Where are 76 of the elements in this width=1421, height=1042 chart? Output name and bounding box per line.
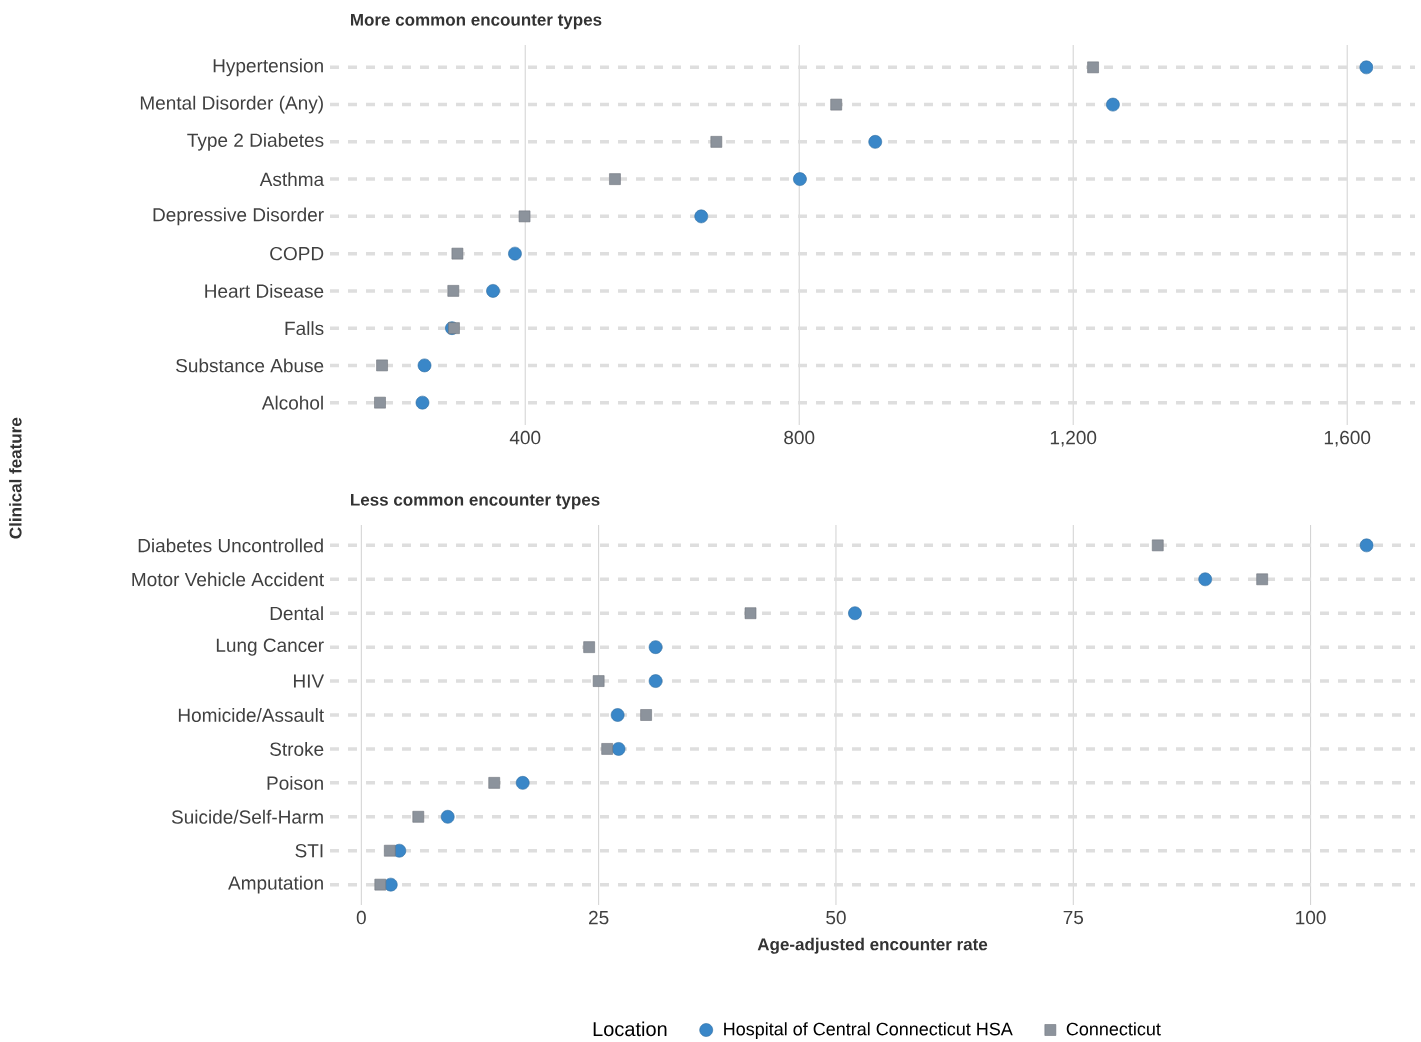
y-tick-label: Amputation bbox=[228, 875, 323, 894]
point bbox=[376, 359, 388, 372]
y-tick-label: Hypertension bbox=[213, 58, 323, 77]
point bbox=[793, 172, 807, 186]
point bbox=[1198, 572, 1213, 587]
point bbox=[374, 396, 386, 409]
point bbox=[583, 641, 595, 653]
y-tick-label: Alcohol bbox=[261, 395, 323, 410]
point bbox=[383, 877, 398, 892]
legend-label: Connecticut bbox=[1066, 1022, 1161, 1036]
point bbox=[601, 743, 613, 755]
x-tick-label: 25 bbox=[589, 910, 609, 925]
point bbox=[384, 844, 396, 857]
point bbox=[868, 135, 883, 149]
x-tick-label: 1,600 bbox=[1324, 430, 1371, 447]
point bbox=[447, 285, 460, 297]
x-axis-title: Age-adjusted encounter rate bbox=[757, 937, 988, 954]
x-tick-label: 1,200 bbox=[1050, 430, 1097, 447]
point bbox=[515, 776, 530, 790]
point bbox=[648, 640, 663, 654]
point bbox=[1359, 60, 1374, 75]
y-tick-label: COPD bbox=[270, 246, 324, 261]
point bbox=[1151, 539, 1164, 552]
legend-label: Hospital of Central Connecticut HSA bbox=[724, 1022, 1013, 1039]
point bbox=[710, 136, 723, 148]
point bbox=[488, 777, 501, 789]
point bbox=[611, 742, 626, 756]
y-tick-label: Falls bbox=[285, 321, 324, 336]
point bbox=[1359, 538, 1374, 553]
chart-title: Less common encounter types bbox=[351, 493, 600, 510]
x-tick-label: 400 bbox=[509, 430, 541, 445]
point bbox=[451, 247, 464, 260]
point bbox=[744, 607, 757, 620]
x-tick-label: 75 bbox=[1063, 910, 1084, 925]
y-tick-label: Stroke bbox=[270, 741, 324, 756]
y-tick-label: Diabetes Uncontrolled bbox=[138, 538, 323, 553]
point bbox=[830, 98, 842, 111]
x-tick-label: 0 bbox=[356, 910, 366, 925]
point bbox=[610, 708, 625, 722]
point bbox=[518, 210, 531, 223]
y-tick-label: Mental Disorder (Any) bbox=[140, 95, 323, 114]
y-tick-label: Suicide/Self-Harm bbox=[171, 809, 323, 824]
y-tick-label: STI bbox=[295, 843, 323, 858]
y-tick-label: Depressive Disorder bbox=[153, 207, 324, 226]
y-tick-label: Motor Vehicle Accident bbox=[132, 572, 324, 587]
point bbox=[508, 246, 522, 261]
point bbox=[609, 173, 621, 185]
point bbox=[417, 358, 432, 373]
point bbox=[694, 209, 709, 224]
point bbox=[374, 878, 387, 891]
y-tick-label: HIV bbox=[294, 674, 325, 688]
y-axis-title: Clinical feature bbox=[9, 417, 22, 539]
point bbox=[1087, 61, 1099, 74]
point bbox=[486, 284, 500, 298]
x-tick-label: 50 bbox=[826, 910, 846, 925]
y-tick-label: Asthma bbox=[259, 172, 325, 187]
chart-title: More common encounter types bbox=[351, 13, 602, 30]
y-tick-label: Dental bbox=[270, 606, 323, 621]
point bbox=[648, 674, 663, 688]
y-tick-label: Homicide/Assault bbox=[178, 708, 324, 722]
point bbox=[848, 606, 862, 621]
y-tick-label: Lung Cancer bbox=[216, 638, 324, 656]
legend-title: Location bbox=[593, 1021, 667, 1037]
x-tick-label: 100 bbox=[1296, 910, 1326, 925]
point bbox=[1106, 97, 1120, 112]
point bbox=[415, 395, 430, 410]
point bbox=[412, 810, 425, 823]
y-tick-label: Heart Disease bbox=[205, 283, 324, 298]
point bbox=[640, 709, 652, 721]
y-tick-label: Type 2 Diabetes bbox=[187, 133, 324, 151]
point bbox=[440, 809, 455, 824]
x-tick-label: 800 bbox=[784, 430, 815, 445]
point bbox=[592, 675, 605, 687]
point bbox=[1256, 573, 1268, 586]
y-tick-label: Poison bbox=[267, 775, 323, 790]
y-tick-label: Substance Abuse bbox=[176, 358, 324, 373]
